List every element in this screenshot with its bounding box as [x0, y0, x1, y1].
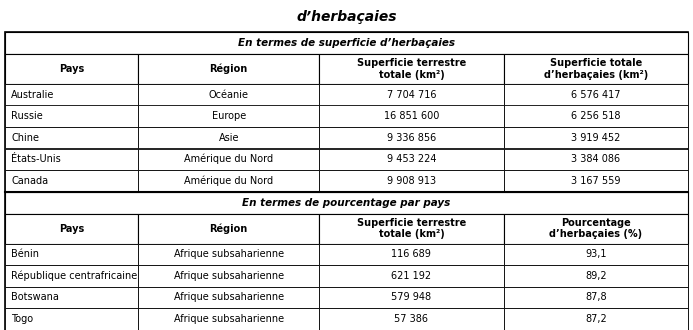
Text: Superficie terrestre
totale (km²): Superficie terrestre totale (km²): [357, 58, 466, 80]
Bar: [319, 54, 504, 84]
Bar: [138, 148, 319, 170]
Bar: [5, 214, 138, 244]
Text: Océanie: Océanie: [209, 90, 249, 100]
Bar: [319, 329, 504, 330]
Text: Amérique du Nord: Amérique du Nord: [184, 176, 273, 186]
Text: 3 919 452: 3 919 452: [571, 133, 620, 143]
Text: Botswana: Botswana: [11, 292, 59, 302]
Bar: [5, 244, 138, 265]
Bar: [5, 170, 138, 191]
Bar: [5, 265, 138, 286]
Bar: [319, 127, 504, 148]
Text: 7 704 716: 7 704 716: [387, 90, 436, 100]
Text: 579 948: 579 948: [392, 292, 432, 302]
Text: 9 453 224: 9 453 224: [387, 154, 436, 164]
Text: En termes de pourcentage par pays: En termes de pourcentage par pays: [243, 197, 450, 208]
Bar: [319, 244, 504, 265]
Text: Russie: Russie: [11, 111, 43, 121]
Bar: [5, 54, 138, 84]
Text: Canada: Canada: [11, 176, 48, 186]
Bar: [5, 127, 138, 148]
Bar: [319, 286, 504, 308]
Bar: [319, 214, 504, 244]
Text: 9 336 856: 9 336 856: [387, 133, 436, 143]
Bar: [5, 106, 138, 127]
Bar: [138, 84, 319, 106]
Text: 621 192: 621 192: [392, 271, 432, 281]
Bar: [504, 54, 688, 84]
Bar: [138, 54, 319, 84]
Text: 3 167 559: 3 167 559: [571, 176, 620, 186]
Bar: [504, 214, 688, 244]
Text: 6 576 417: 6 576 417: [571, 90, 620, 100]
Text: Superficie terrestre
totale (km²): Superficie terrestre totale (km²): [357, 218, 466, 239]
Text: 57 386: 57 386: [394, 314, 428, 324]
Bar: [138, 127, 319, 148]
Text: 116 689: 116 689: [392, 249, 431, 259]
Text: 93,1: 93,1: [585, 249, 606, 259]
Bar: [504, 265, 688, 286]
Bar: [504, 329, 688, 330]
Text: Togo: Togo: [11, 314, 33, 324]
Bar: [5, 308, 138, 329]
Bar: [138, 329, 319, 330]
Text: Australie: Australie: [11, 90, 54, 100]
Text: 3 384 086: 3 384 086: [571, 154, 620, 164]
Bar: [5, 286, 138, 308]
Bar: [138, 308, 319, 329]
Bar: [138, 244, 319, 265]
Bar: [5, 84, 138, 106]
Text: Pays: Pays: [59, 64, 85, 74]
Text: 9 908 913: 9 908 913: [387, 176, 436, 186]
Bar: [319, 148, 504, 170]
Bar: [319, 84, 504, 106]
Bar: [504, 308, 688, 329]
Bar: [138, 106, 319, 127]
Bar: [504, 170, 688, 191]
Bar: [504, 127, 688, 148]
Bar: [5, 148, 138, 170]
Bar: [504, 244, 688, 265]
Text: États-Unis: États-Unis: [11, 154, 61, 164]
Bar: [504, 106, 688, 127]
Bar: [5, 32, 688, 54]
Text: 6 256 518: 6 256 518: [571, 111, 620, 121]
Text: 87,2: 87,2: [585, 314, 606, 324]
Bar: [504, 84, 688, 106]
Text: République centrafricaine: République centrafricaine: [11, 271, 137, 281]
Text: 87,8: 87,8: [585, 292, 606, 302]
Text: Asie: Asie: [218, 133, 239, 143]
Bar: [138, 286, 319, 308]
Text: d’herbaçaies: d’herbaçaies: [296, 10, 397, 24]
Text: Afrique subsaharienne: Afrique subsaharienne: [174, 271, 283, 281]
Bar: [138, 214, 319, 244]
Bar: [504, 286, 688, 308]
Text: Europe: Europe: [211, 111, 246, 121]
Text: Chine: Chine: [11, 133, 39, 143]
Text: Afrique subsaharienne: Afrique subsaharienne: [174, 249, 283, 259]
Bar: [138, 170, 319, 191]
Text: 89,2: 89,2: [585, 271, 606, 281]
Text: Pourcentage
d’herbaçaies (%): Pourcentage d’herbaçaies (%): [550, 218, 642, 239]
Text: En termes de superficie d’herbaçaies: En termes de superficie d’herbaçaies: [238, 38, 455, 48]
Bar: [504, 148, 688, 170]
Bar: [138, 265, 319, 286]
Text: Pays: Pays: [59, 223, 85, 234]
Text: Afrique subsaharienne: Afrique subsaharienne: [174, 314, 283, 324]
Bar: [319, 265, 504, 286]
Text: Afrique subsaharienne: Afrique subsaharienne: [174, 292, 283, 302]
Text: 16 851 600: 16 851 600: [384, 111, 439, 121]
Bar: [319, 170, 504, 191]
Text: Amérique du Nord: Amérique du Nord: [184, 154, 273, 164]
Bar: [5, 191, 688, 214]
Text: Région: Région: [209, 223, 248, 234]
Text: Superficie totale
d’herbaçaies (km²): Superficie totale d’herbaçaies (km²): [544, 58, 648, 80]
Text: Région: Région: [209, 64, 248, 74]
Bar: [319, 106, 504, 127]
Bar: [319, 308, 504, 329]
Text: Bénin: Bénin: [11, 249, 39, 259]
Bar: [5, 329, 138, 330]
